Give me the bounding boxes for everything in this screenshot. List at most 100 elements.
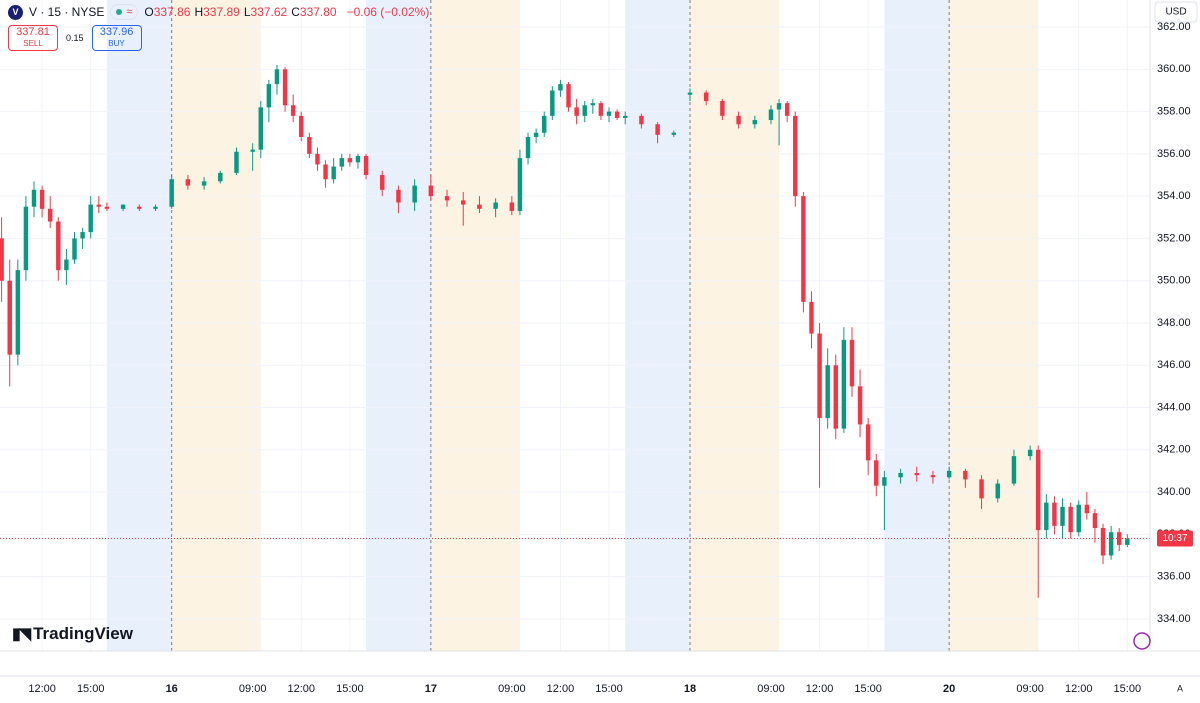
candle-body [339, 158, 344, 167]
candles [0, 65, 1150, 598]
candle-body [703, 92, 709, 102]
candle-body [979, 479, 984, 499]
x-tick-label: 15:00 [1114, 683, 1142, 695]
candle-body [768, 109, 774, 121]
candle-body [355, 155, 361, 163]
x-tick-label: 12:00 [806, 683, 834, 695]
candle-body [323, 164, 328, 180]
buy-label: BUY [108, 39, 125, 48]
candle-body [1027, 449, 1033, 457]
candle-body [655, 124, 660, 135]
trade-buttons: 337.81 SELL 0.15 337.96 BUY [8, 25, 142, 51]
brand: ▮◥ TradingView [12, 624, 133, 644]
symbol-logo[interactable]: V [8, 4, 23, 20]
candle-body [88, 204, 93, 233]
candle-body [914, 473, 919, 476]
candle-body [752, 120, 758, 125]
buy-price: 337.96 [99, 26, 134, 38]
buy-button[interactable]: 337.96 BUY [91, 25, 142, 51]
candle-body [1068, 506, 1073, 533]
ohlc-value: 337.62 [250, 5, 288, 19]
sell-price: 337.81 [16, 26, 50, 38]
candle-body [874, 460, 879, 486]
x-tick-label: 16 [166, 683, 178, 695]
candle-body [776, 103, 782, 110]
candle-body [31, 189, 37, 207]
candle-body [47, 208, 53, 222]
candle-body [801, 196, 806, 302]
candle-body [39, 189, 45, 209]
candle-body [96, 204, 102, 207]
candle-body [347, 158, 353, 163]
candle-body [412, 185, 417, 203]
candle-body [849, 339, 855, 387]
status-pill[interactable]: ≈ [110, 4, 139, 20]
candle-body [1076, 504, 1081, 533]
sell-button[interactable]: 337.81 SELL [8, 25, 58, 51]
candle-body [299, 115, 304, 137]
candle-body [185, 179, 191, 186]
x-tick-label: 20 [943, 683, 955, 695]
candle-body [153, 206, 158, 209]
y-tick-label: 352.00 [1157, 232, 1191, 244]
candle-body [0, 238, 4, 281]
alert-icon[interactable] [1133, 632, 1151, 650]
legend-header: V V · 15 · NYSE ≈ O337.86 H337.89 L337.62 C… [8, 4, 433, 20]
pre-market-band [430, 0, 520, 651]
grid [0, 0, 1150, 651]
x-tick-label: 12:00 [288, 683, 316, 695]
ohlc-key: H [194, 5, 204, 19]
ohlc-value: 337.89 [203, 5, 240, 19]
candle-body [428, 185, 434, 197]
candle-body [566, 84, 571, 108]
candle-body [898, 473, 903, 478]
price-tag [1157, 530, 1193, 547]
spread: 0.15 [66, 33, 84, 43]
candle-body [784, 103, 790, 116]
pre-market-band [171, 0, 261, 651]
ohlc-key: C [291, 5, 300, 19]
currency-label[interactable]: USD [1165, 7, 1186, 18]
symbol[interactable]: V · 15 · NYSE [29, 5, 105, 19]
candle-body [396, 189, 401, 203]
post-market-band [625, 0, 690, 651]
currency-button[interactable] [1154, 1, 1198, 23]
candle-body [1092, 513, 1098, 528]
candle-body [720, 101, 725, 116]
brand-mark: ▮◥ [12, 626, 31, 643]
candle-body [590, 103, 596, 106]
ohlc-key: O [144, 5, 154, 19]
badge: ≈ [126, 6, 133, 18]
candle-body [930, 475, 936, 478]
candle-body [218, 172, 223, 182]
change: −0.06 (−0.02%) [346, 5, 430, 19]
candle-body [201, 181, 207, 186]
candle-body [493, 202, 498, 209]
candle-body [533, 132, 539, 137]
candle-body [946, 470, 952, 478]
y-tick-label: 350.00 [1157, 275, 1191, 287]
candle-body [23, 206, 29, 271]
post-market-band [884, 0, 950, 651]
candle-body [841, 339, 847, 429]
x-tick-label: 15:00 [854, 683, 882, 695]
sessions [106, 0, 1039, 651]
post-market-band [366, 0, 431, 651]
sell-label: SELL [23, 39, 43, 48]
candle-body [598, 103, 604, 116]
candle-body [331, 166, 336, 180]
x-tick-label: 15:00 [336, 683, 364, 695]
candle-body [614, 111, 620, 118]
scale-mode[interactable]: A [1177, 683, 1183, 693]
ohlc-values: O337.86 H337.89 L337.62 C337.80 [144, 5, 340, 19]
candle-body [234, 151, 239, 173]
y-tick-label: 342.00 [1157, 444, 1191, 456]
candle-body [282, 69, 288, 106]
candle-body [1125, 538, 1130, 545]
candle-body [882, 477, 887, 486]
x-tick-label: 15:00 [77, 683, 105, 695]
x-tick-label: 09:00 [757, 683, 785, 695]
candle-body [315, 153, 320, 165]
